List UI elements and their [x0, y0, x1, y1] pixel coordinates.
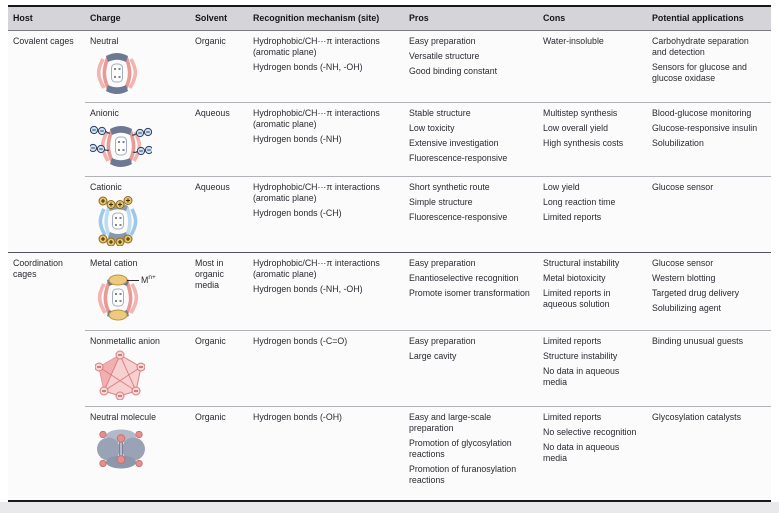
- table-row: Covalent cages Neutral: [8, 30, 771, 253]
- col-header-solvent: Solvent: [190, 5, 248, 32]
- pros-cell: Easy preparation Versatile structure Goo…: [404, 30, 538, 103]
- table-row: Neutral molecule: [8, 406, 771, 502]
- neutral-molecule-cage-icon: [95, 426, 182, 472]
- pros-cell: Easy preparation Large cavity: [404, 330, 538, 407]
- pros-cell: Stable structure Low toxicity Extensive …: [404, 102, 538, 177]
- table-row: Nonmetallic anion: [8, 330, 771, 407]
- host-cell: Coordination cages: [8, 252, 85, 502]
- host-cell: Covalent cages: [8, 30, 85, 253]
- pros-cell: Short synthetic route Simple structure F…: [404, 176, 538, 253]
- table-row: Coordination cages Metal cation: [8, 252, 771, 502]
- solvent-cell: Aqueous: [190, 102, 248, 177]
- mechanism-cell: Hydrogen bonds (-OH): [248, 406, 404, 502]
- col-header-host: Host: [8, 5, 85, 32]
- metal-ion-label: Mn+: [141, 274, 156, 285]
- charge-label: Cationic: [90, 182, 122, 193]
- charge-cell: Cationic: [85, 176, 190, 253]
- metal-cation-cage-icon: Mn+: [95, 272, 182, 322]
- solvent-cell: Organic: [190, 330, 248, 407]
- charge-label: Anionic: [90, 108, 119, 119]
- host-label: Coordination cages: [13, 258, 63, 280]
- cons-cell: Limited reports Structure instability No…: [538, 330, 647, 407]
- applications-cell: Binding unusual guests: [647, 330, 771, 407]
- col-header-charge: Charge: [85, 5, 190, 32]
- applications-cell: Glucose sensor: [647, 176, 771, 253]
- charge-cell: Neutral molecule: [85, 406, 190, 502]
- mechanism-cell: Hydrophobic/CH···π interactions (aromati…: [248, 176, 404, 253]
- applications-cell: Glucose sensor Western blotting Targeted…: [647, 252, 771, 331]
- charge-label: Neutral: [90, 36, 119, 47]
- charge-cell: Anionic: [85, 102, 190, 177]
- table-row: Anionic: [8, 102, 771, 177]
- charge-cell: Neutral: [85, 30, 190, 103]
- pros-cell: Easy and large-scale preparation Promoti…: [404, 406, 538, 502]
- mechanism-cell: Hydrophobic/CH···π interactions (aromati…: [248, 102, 404, 177]
- cons-cell: Structural instability Metal biotoxicity…: [538, 252, 647, 331]
- bottom-margin-strip: [0, 501, 779, 513]
- col-header-pros: Pros: [404, 5, 538, 32]
- cons-cell: Low yield Long reaction time Limited rep…: [538, 176, 647, 253]
- charge-cell: Nonmetallic anion: [85, 330, 190, 407]
- col-header-applications: Potential applications: [647, 5, 771, 32]
- table-row: Cationic: [8, 176, 771, 253]
- col-header-mechanism: Recognition mechanism (site): [248, 5, 404, 32]
- metal-pointer-line: [127, 280, 139, 282]
- applications-cell: Blood-glucose monitoring Glucose-respons…: [647, 102, 771, 177]
- cationic-cage-icon: [95, 196, 182, 247]
- col-header-cons: Cons: [538, 5, 647, 32]
- mechanism-cell: Hydrophobic/CH···π interactions (aromati…: [248, 30, 404, 103]
- cons-cell: Multistep synthesis Low overall yield Hi…: [538, 102, 647, 177]
- charge-label: Neutral molecule: [90, 412, 157, 423]
- solvent-cell: Organic: [190, 30, 248, 103]
- solvent-cell: Organic: [190, 406, 248, 502]
- charge-cell: Metal cation Mn+: [85, 252, 190, 331]
- applications-cell: Glycosylation catalysts: [647, 406, 771, 502]
- solvent-cell: Most in organic media: [190, 252, 248, 331]
- neutral-cage-icon: [95, 50, 182, 96]
- comparison-table: Host Charge Solvent Recognition mechanis…: [8, 5, 771, 502]
- charge-label: Metal cation: [90, 258, 138, 269]
- mechanism-cell: Hydrophobic/CH···π interactions (aromati…: [248, 252, 404, 331]
- mechanism-cell: Hydrogen bonds (-C=O): [248, 330, 404, 407]
- header-row: Host Charge Solvent Recognition mechanis…: [8, 5, 771, 32]
- solvent-cell: Aqueous: [190, 176, 248, 253]
- cons-cell: Water-insoluble: [538, 30, 647, 103]
- applications-cell: Carbohydrate separation and detection Se…: [647, 30, 771, 103]
- charge-label: Nonmetallic anion: [90, 336, 160, 347]
- cons-cell: Limited reports No selective recognition…: [538, 406, 647, 502]
- pros-cell: Easy preparation Enantioselective recogn…: [404, 252, 538, 331]
- anionic-cage-icon: [90, 122, 182, 170]
- host-label: Covalent cages: [13, 36, 74, 47]
- table-wrap: Host Charge Solvent Recognition mechanis…: [8, 5, 771, 502]
- nonmetallic-anion-cage-icon: [95, 350, 182, 401]
